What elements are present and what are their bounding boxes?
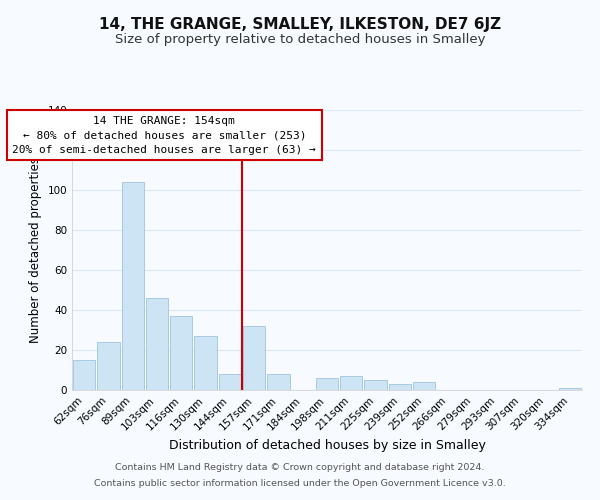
Bar xyxy=(364,380,387,390)
Text: Contains public sector information licensed under the Open Government Licence v3: Contains public sector information licen… xyxy=(94,478,506,488)
Bar xyxy=(559,388,581,390)
Bar xyxy=(389,384,411,390)
Text: Size of property relative to detached houses in Smalley: Size of property relative to detached ho… xyxy=(115,32,485,46)
X-axis label: Distribution of detached houses by size in Smalley: Distribution of detached houses by size … xyxy=(169,438,485,452)
Bar xyxy=(97,342,119,390)
Bar xyxy=(413,382,436,390)
Bar xyxy=(243,326,265,390)
Text: 14 THE GRANGE: 154sqm
← 80% of detached houses are smaller (253)
20% of semi-det: 14 THE GRANGE: 154sqm ← 80% of detached … xyxy=(13,116,316,155)
Bar xyxy=(340,376,362,390)
Bar xyxy=(218,374,241,390)
Bar xyxy=(122,182,144,390)
Bar xyxy=(73,360,95,390)
Bar xyxy=(267,374,290,390)
Y-axis label: Number of detached properties: Number of detached properties xyxy=(29,157,42,343)
Bar xyxy=(194,336,217,390)
Bar xyxy=(170,316,193,390)
Text: Contains HM Land Registry data © Crown copyright and database right 2024.: Contains HM Land Registry data © Crown c… xyxy=(115,464,485,472)
Bar xyxy=(316,378,338,390)
Text: 14, THE GRANGE, SMALLEY, ILKESTON, DE7 6JZ: 14, THE GRANGE, SMALLEY, ILKESTON, DE7 6… xyxy=(99,18,501,32)
Bar xyxy=(146,298,168,390)
